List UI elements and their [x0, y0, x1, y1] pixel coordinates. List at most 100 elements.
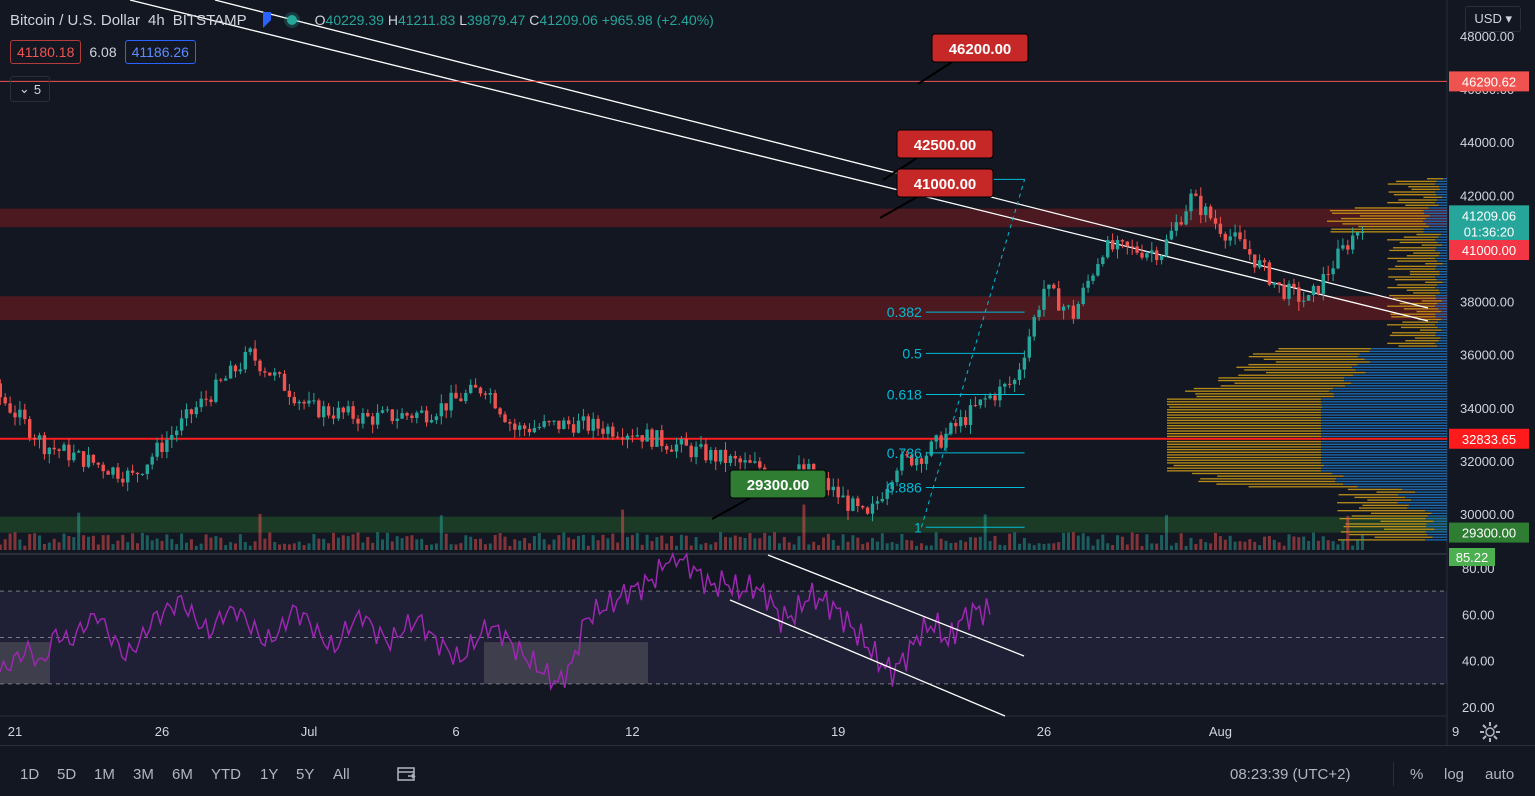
volume-bar: [1086, 536, 1090, 550]
volume-bar: [1331, 541, 1335, 550]
interval-label[interactable]: 4h: [148, 11, 165, 29]
volume-bar: [1091, 545, 1095, 550]
candle: [371, 412, 375, 434]
timeframe-1m[interactable]: 1M: [94, 766, 115, 783]
candle: [1351, 227, 1355, 254]
volume-bar: [150, 540, 154, 550]
rsi-tick-1: 60.00: [1462, 607, 1495, 622]
volume-bar: [572, 539, 576, 550]
zone-2: [0, 516, 1447, 533]
timeframe-5d[interactable]: 5D: [57, 766, 77, 783]
candle: [62, 442, 66, 452]
time-tick-7: Aug: [1209, 724, 1232, 739]
volume-bar: [738, 536, 742, 550]
price-tag-29300: 29300.00: [711, 469, 827, 520]
divider: [1393, 762, 1394, 786]
volume-bar: [939, 538, 943, 550]
volume-bar: [434, 543, 438, 550]
candle: [1106, 235, 1110, 259]
volume-bar: [28, 534, 32, 550]
candle: [209, 396, 213, 407]
volume-bar: [287, 544, 291, 550]
candle: [562, 417, 566, 430]
candle: [493, 389, 497, 410]
log-toggle[interactable]: log: [1444, 766, 1465, 783]
volume-bar: [165, 534, 169, 550]
candle: [669, 445, 674, 452]
volume-bar: [1292, 536, 1296, 550]
candle: [1037, 305, 1041, 321]
volume-bar: [973, 537, 977, 550]
fib-label-3: 0.618: [887, 387, 922, 403]
volume-bar: [640, 544, 644, 550]
candle: [67, 438, 71, 467]
candle: [1115, 235, 1120, 259]
flag-icon[interactable]: [262, 12, 271, 28]
candle: [121, 471, 125, 487]
candle: [72, 444, 76, 463]
candle: [944, 427, 948, 452]
candle: [1130, 239, 1134, 255]
buy-button[interactable]: 41186.26: [124, 40, 196, 64]
settings-gear-icon[interactable]: [1478, 720, 1502, 744]
percent-toggle[interactable]: %: [1410, 766, 1424, 783]
chart-legend: Bitcoin / U.S. Dollar 4h BITSTAMP O40229…: [10, 8, 714, 32]
candle: [1341, 238, 1345, 251]
volume-bar: [581, 534, 585, 550]
candle: [52, 439, 56, 455]
volume-bar: [185, 542, 188, 550]
timeframe-1d[interactable]: 1D: [20, 766, 40, 783]
candle: [949, 421, 953, 436]
candle: [1164, 234, 1169, 258]
volume-bar: [469, 536, 473, 550]
indicators-toggle-button[interactable]: ⌄ 5: [10, 76, 50, 102]
candle: [547, 420, 551, 426]
volume-bar: [1081, 533, 1085, 550]
timeframe-6m[interactable]: 6M: [172, 766, 193, 783]
svg-text:42500.00: 42500.00: [914, 137, 977, 154]
auto-toggle[interactable]: auto: [1485, 766, 1515, 783]
volume-bar: [474, 539, 478, 550]
candle: [1027, 328, 1031, 362]
candle: [331, 406, 336, 425]
timeframe-ytd[interactable]: YTD: [211, 766, 241, 783]
timeframe-all[interactable]: All: [333, 766, 350, 783]
candle: [375, 404, 380, 429]
candle: [645, 423, 649, 442]
symbol-title[interactable]: Bitcoin / U.S. Dollar: [10, 11, 141, 29]
candle: [214, 373, 218, 404]
volume-bar: [493, 534, 497, 550]
price-tick-6: 36000.00: [1460, 348, 1514, 363]
volume-bar: [395, 536, 399, 550]
volume-bar: [302, 545, 306, 550]
currency-selector[interactable]: USD ▾: [1465, 6, 1521, 32]
svg-text:29300.00: 29300.00: [747, 477, 810, 494]
candle: [910, 454, 914, 467]
volume-bar: [248, 545, 252, 550]
timeframe-3m[interactable]: 3M: [133, 766, 154, 783]
candle: [542, 414, 546, 429]
volume-bar: [508, 545, 512, 550]
calendar-range-icon[interactable]: [396, 764, 418, 784]
time-axis: 2126Jul6121926Aug91623: [8, 724, 1459, 739]
volume-bar: [591, 535, 595, 550]
sell-button[interactable]: 41180.18: [10, 40, 82, 64]
candle: [385, 406, 390, 413]
timeframe-5y[interactable]: 5Y: [296, 766, 315, 783]
candle: [449, 384, 453, 418]
volume-bar: [1130, 532, 1134, 550]
candle: [326, 402, 331, 419]
candle: [1223, 231, 1227, 249]
candle: [273, 368, 277, 381]
volume-bar: [528, 543, 531, 550]
timeframe-1y[interactable]: 1Y: [260, 766, 279, 783]
candle: [1052, 283, 1056, 290]
candle: [336, 401, 341, 422]
candle: [905, 451, 909, 458]
volume-bar: [934, 532, 938, 550]
clock-timezone[interactable]: 08:23:39 (UTC+2): [1230, 766, 1351, 783]
volume-bar: [645, 534, 649, 550]
volume-bar: [199, 543, 203, 550]
candle: [1061, 303, 1066, 320]
